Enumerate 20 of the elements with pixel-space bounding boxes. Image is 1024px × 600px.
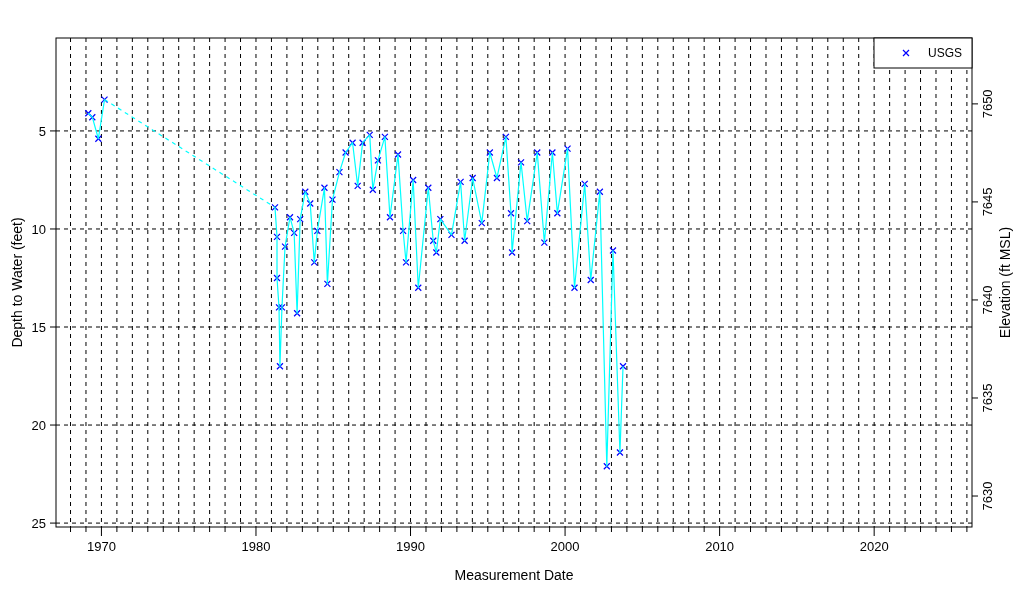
y-tick-label: 20 (31, 418, 46, 434)
x-axis-title: Measurement Date (454, 567, 574, 583)
y-tick-label: 25 (31, 516, 46, 532)
y2-tick-label: 7645 (980, 187, 995, 217)
legend-label: USGS (928, 46, 963, 60)
y2-tick-label: 7640 (980, 285, 995, 315)
y-tick-label: 10 (31, 221, 46, 237)
y-tick-label: 15 (31, 320, 46, 336)
x-tick-label: 1970 (86, 539, 116, 554)
x-tick-label: 1980 (241, 539, 271, 554)
x-tick-label: 2010 (705, 539, 735, 554)
y2-tick-label: 7650 (980, 89, 995, 119)
y-axis-title: Depth to Water (feet) (9, 217, 25, 348)
y2-axis-title: Elevation (ft MSL) (997, 226, 1013, 339)
x-tick-label: 2000 (550, 539, 580, 554)
x-tick-label: 1990 (396, 539, 425, 554)
x-tick-label: 2020 (859, 539, 889, 554)
y2-tick-label: 7630 (980, 481, 995, 511)
y2-tick-label: 7635 (980, 383, 995, 413)
y-tick-label: 5 (38, 123, 46, 139)
